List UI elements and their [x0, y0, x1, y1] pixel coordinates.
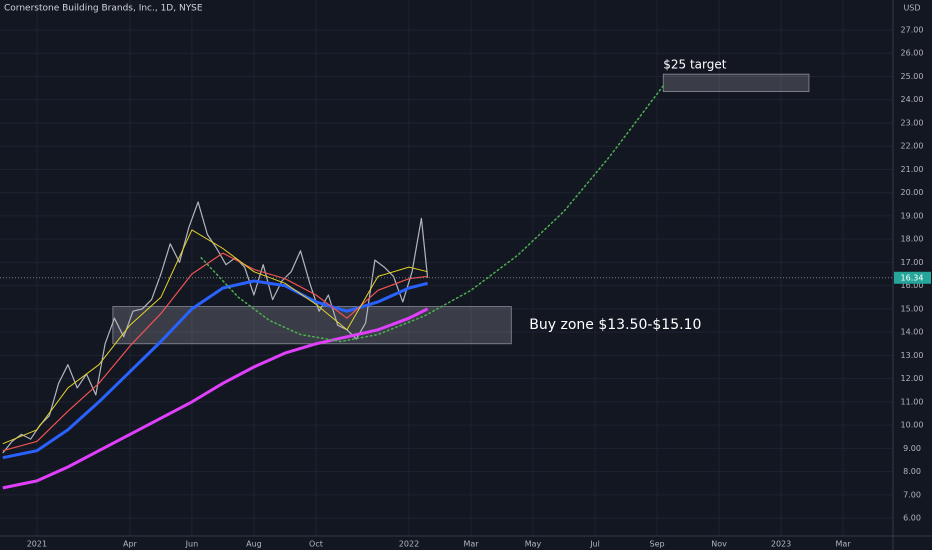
x-tick-label: Mar [836, 540, 852, 549]
x-tick-label: 2023 [771, 540, 791, 549]
currency: USD [903, 4, 920, 13]
x-tick-label: Nov [711, 540, 727, 549]
y-tick-label: 16.00 [901, 281, 924, 290]
x-tick-label: May [525, 540, 542, 549]
y-tick-label: 8.00 [903, 467, 921, 476]
x-tick-label: Jul [589, 540, 600, 549]
y-tick-label: 25.00 [901, 72, 924, 81]
price-line [2, 229, 428, 445]
zone-label: Buy zone $13.50-$15.10 [529, 317, 701, 333]
y-tick-label: 26.00 [901, 49, 924, 58]
x-tick-label: Aug [246, 540, 262, 549]
y-tick-label: 14.00 [901, 328, 924, 337]
y-tick-label: 20.00 [901, 188, 924, 197]
x-tick-label: 2022 [399, 540, 419, 549]
y-tick-label: 6.00 [903, 514, 921, 523]
y-tick-label: 13.00 [901, 351, 924, 360]
y-tick-label: 22.00 [901, 142, 924, 151]
last-price-tag [894, 271, 931, 284]
price-line [200, 85, 664, 343]
price-line [2, 279, 428, 460]
price-line [2, 307, 429, 490]
x-tick-label: Sep [649, 540, 664, 549]
x-tick-label: 2021 [27, 540, 47, 549]
y-tick-label: 9.00 [903, 444, 921, 453]
y-tick-label: 24.00 [901, 95, 924, 104]
x-tick-label: Jun [185, 540, 199, 549]
y-tick-label: 17.00 [901, 258, 924, 267]
y-tick-label: 12.00 [901, 374, 924, 383]
y-tick-label: 7.00 [903, 490, 921, 499]
y-tick-label: 19.00 [901, 211, 924, 220]
zone-box [662, 73, 810, 92]
y-tick-label: 27.00 [901, 25, 924, 34]
last-price-label: 16.34 [901, 273, 924, 282]
zone-label: $25 target [663, 58, 727, 72]
y-tick-label: 21.00 [901, 165, 924, 174]
chart-title: Cornerstone Building Brands, Inc., 1D, N… [4, 4, 203, 14]
x-tick-label: Apr [123, 540, 138, 549]
y-tick-label: 15.00 [901, 304, 924, 313]
x-tick-label: Mar [463, 540, 479, 549]
y-tick-label: 10.00 [901, 421, 924, 430]
zone-box [112, 306, 512, 345]
y-tick-label: 18.00 [901, 235, 924, 244]
y-tick-label: 11.00 [901, 397, 924, 406]
price-line [2, 252, 428, 452]
x-tick-label: Oct [309, 540, 323, 549]
y-tick-label: 23.00 [901, 118, 924, 127]
